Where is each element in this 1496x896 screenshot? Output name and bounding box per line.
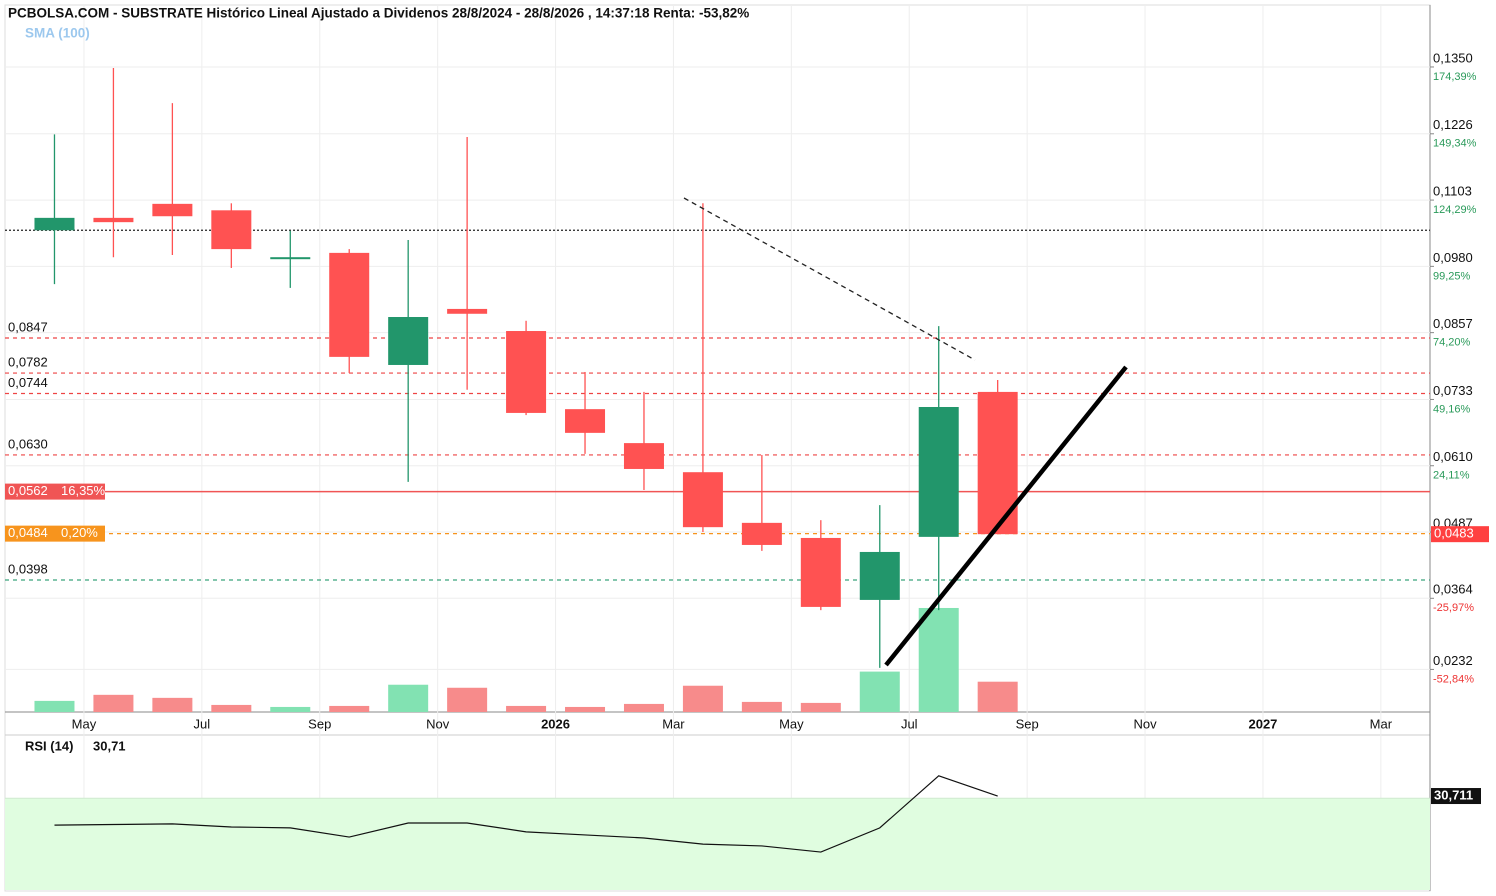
volume-bar xyxy=(506,705,547,712)
y-tick-label: 0,0232 xyxy=(1433,653,1473,668)
chart-title: PCBOLSA.COM - SUBSTRATE Histórico Lineal… xyxy=(8,6,749,21)
y-tick-change: 24,11% xyxy=(1433,470,1470,482)
x-tick-label: Nov xyxy=(426,716,450,731)
volume-bar xyxy=(93,694,134,712)
volume-bar xyxy=(447,687,488,712)
y-tick-label: 0,0610 xyxy=(1433,449,1473,464)
level-badge xyxy=(5,525,105,542)
x-tick-label: 2026 xyxy=(541,716,570,731)
y-tick-change: -52,84% xyxy=(1433,673,1474,685)
y-tick-change: 74,20% xyxy=(1433,337,1471,349)
x-tick-label: Jul xyxy=(194,716,211,731)
y-tick-change: -25,97% xyxy=(1433,602,1474,614)
y-tick-label: 0,0364 xyxy=(1433,582,1473,597)
legend-entry: SMA (100) xyxy=(25,26,90,41)
rsi-badge xyxy=(1431,788,1481,805)
volume-bar xyxy=(918,607,959,712)
level-badge xyxy=(5,483,105,500)
level-label: 0,0630 xyxy=(8,436,48,451)
level-label: 0,0484 xyxy=(8,525,48,540)
candle-body xyxy=(34,217,75,231)
candle-body xyxy=(623,443,664,469)
level-change: 16,35% xyxy=(61,483,106,498)
last-price-label: 0,0483 xyxy=(1434,526,1474,541)
volume-bar xyxy=(329,705,370,712)
y-tick-label: 0,0857 xyxy=(1433,316,1473,331)
x-tick-label: May xyxy=(779,716,804,731)
last-price-badge xyxy=(1431,526,1489,543)
y-tick-label: 0,1350 xyxy=(1433,50,1473,65)
trend-line xyxy=(683,197,976,361)
trend-line xyxy=(884,365,1128,667)
volume-bar xyxy=(800,702,841,712)
level-change: 0,20% xyxy=(61,525,98,540)
candle-body xyxy=(447,308,488,314)
volume-bar xyxy=(623,703,664,712)
candle-body xyxy=(682,472,723,528)
x-tick-label: Mar xyxy=(662,716,685,731)
level-label: 0,0562 xyxy=(8,483,48,498)
volume-bar xyxy=(211,704,252,712)
x-tick-label: 2027 xyxy=(1248,716,1277,731)
candle-body xyxy=(800,537,841,607)
plot-frame xyxy=(4,4,1431,892)
x-tick-label: Nov xyxy=(1133,716,1157,731)
volume-bar xyxy=(977,681,1018,712)
y-tick-label: 0,0980 xyxy=(1433,250,1473,265)
volume-bar xyxy=(565,706,606,712)
volume-bar xyxy=(34,700,75,712)
x-tick-label: Jul xyxy=(901,716,918,731)
candle-body xyxy=(329,252,370,357)
volume-bar xyxy=(270,706,311,712)
candle-body xyxy=(977,391,1018,535)
level-label: 0,0398 xyxy=(8,561,48,576)
candle-body xyxy=(211,210,252,250)
y-tick-change: 124,29% xyxy=(1433,204,1477,216)
candle-body xyxy=(152,203,193,217)
rsi-badge-label: 30,711 xyxy=(1434,787,1473,802)
y-tick-change: 174,39% xyxy=(1433,71,1477,83)
x-tick-label: Sep xyxy=(1016,716,1039,731)
x-tick-label: Sep xyxy=(308,716,331,731)
volume-bar xyxy=(741,701,782,712)
y-tick-change: 149,34% xyxy=(1433,138,1477,150)
rsi-line xyxy=(54,775,998,853)
y-tick-change: 49,16% xyxy=(1433,403,1471,415)
candle-body xyxy=(565,409,606,433)
rsi-value: 30,71 xyxy=(93,738,126,753)
candle-body xyxy=(918,406,959,537)
y-tick-label: 0,1103 xyxy=(1433,184,1472,199)
volume-bar xyxy=(859,671,900,712)
volume-bar xyxy=(388,684,429,712)
candle-body xyxy=(741,522,782,545)
candle-body xyxy=(859,551,900,600)
level-label: 0,0744 xyxy=(8,375,48,390)
x-tick-label: May xyxy=(72,716,97,731)
y-tick-label: 0,0733 xyxy=(1433,383,1473,398)
candle-body xyxy=(506,331,547,413)
rsi-title: RSI (14) xyxy=(25,738,73,753)
volume-bar xyxy=(152,697,193,712)
level-label: 0,0782 xyxy=(8,354,48,369)
candle-body xyxy=(388,317,429,365)
volume-bar xyxy=(682,685,723,712)
x-tick-label: Mar xyxy=(1370,716,1393,731)
level-label: 0,0847 xyxy=(8,319,48,334)
y-tick-change: 99,25% xyxy=(1433,270,1471,282)
candle-body xyxy=(93,217,134,223)
candle-body xyxy=(270,257,311,260)
y-tick-label: 0,1226 xyxy=(1433,117,1473,132)
